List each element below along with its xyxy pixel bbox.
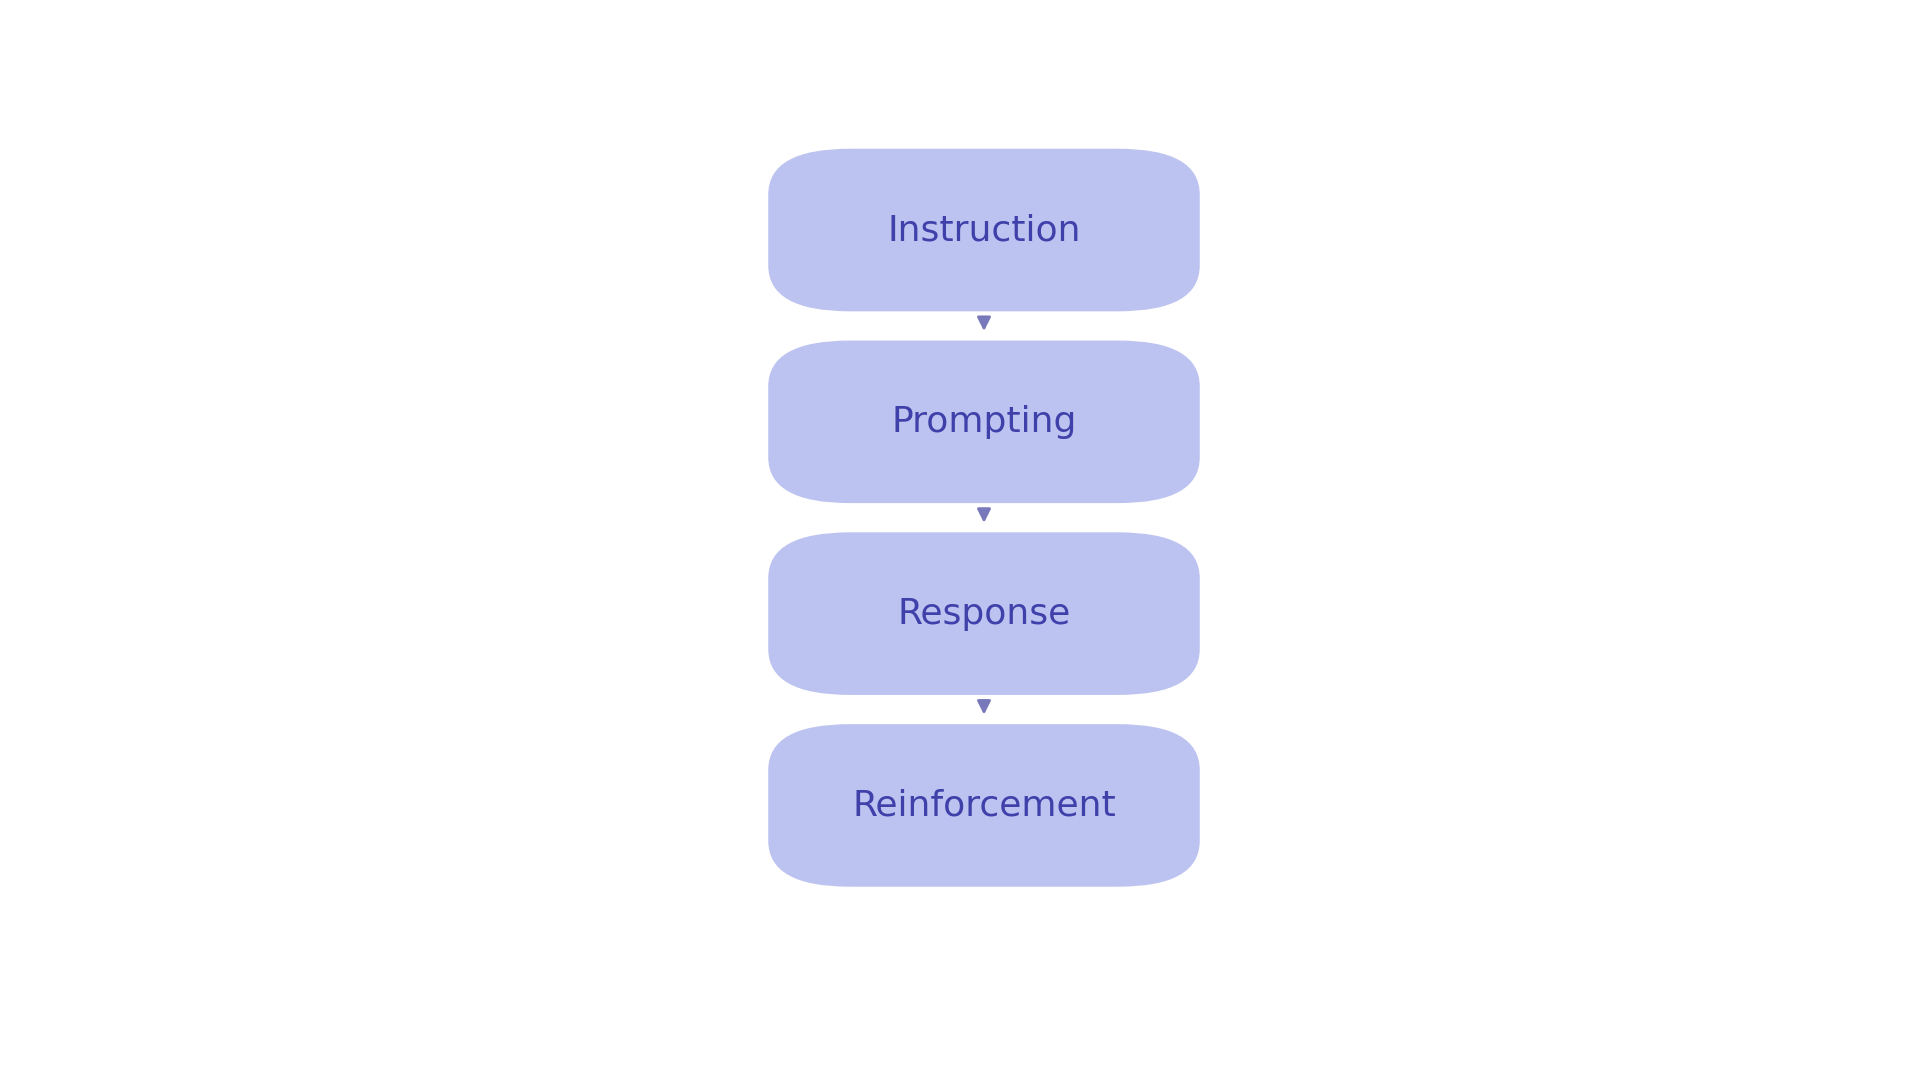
Text: Prompting: Prompting bbox=[891, 405, 1077, 439]
Text: Instruction: Instruction bbox=[887, 213, 1081, 247]
Text: Reinforcement: Reinforcement bbox=[852, 788, 1116, 822]
FancyBboxPatch shape bbox=[768, 340, 1200, 504]
FancyBboxPatch shape bbox=[768, 148, 1200, 311]
FancyBboxPatch shape bbox=[768, 725, 1200, 887]
FancyBboxPatch shape bbox=[768, 533, 1200, 695]
Text: Response: Response bbox=[897, 597, 1071, 630]
